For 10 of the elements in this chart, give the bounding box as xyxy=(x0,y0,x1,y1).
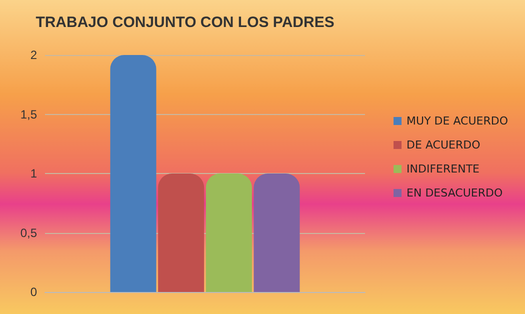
y-tick-label: 1 xyxy=(30,166,38,180)
legend-label: EN DESACUERDO xyxy=(406,186,503,200)
y-tick-label: 0 xyxy=(30,285,38,299)
chart-title: TRABAJO CONJUNTO CON LOS PADRES xyxy=(36,14,334,31)
y-tick-label: 0,5 xyxy=(20,226,38,240)
y-tick-label: 2 xyxy=(30,48,38,62)
legend-label: DE ACUERDO xyxy=(406,138,481,152)
legend-label: MUY DE ACUERDO xyxy=(406,114,508,128)
y-tick-label: 1,5 xyxy=(20,107,38,122)
legend-label: INDIFERENTE xyxy=(406,162,480,176)
